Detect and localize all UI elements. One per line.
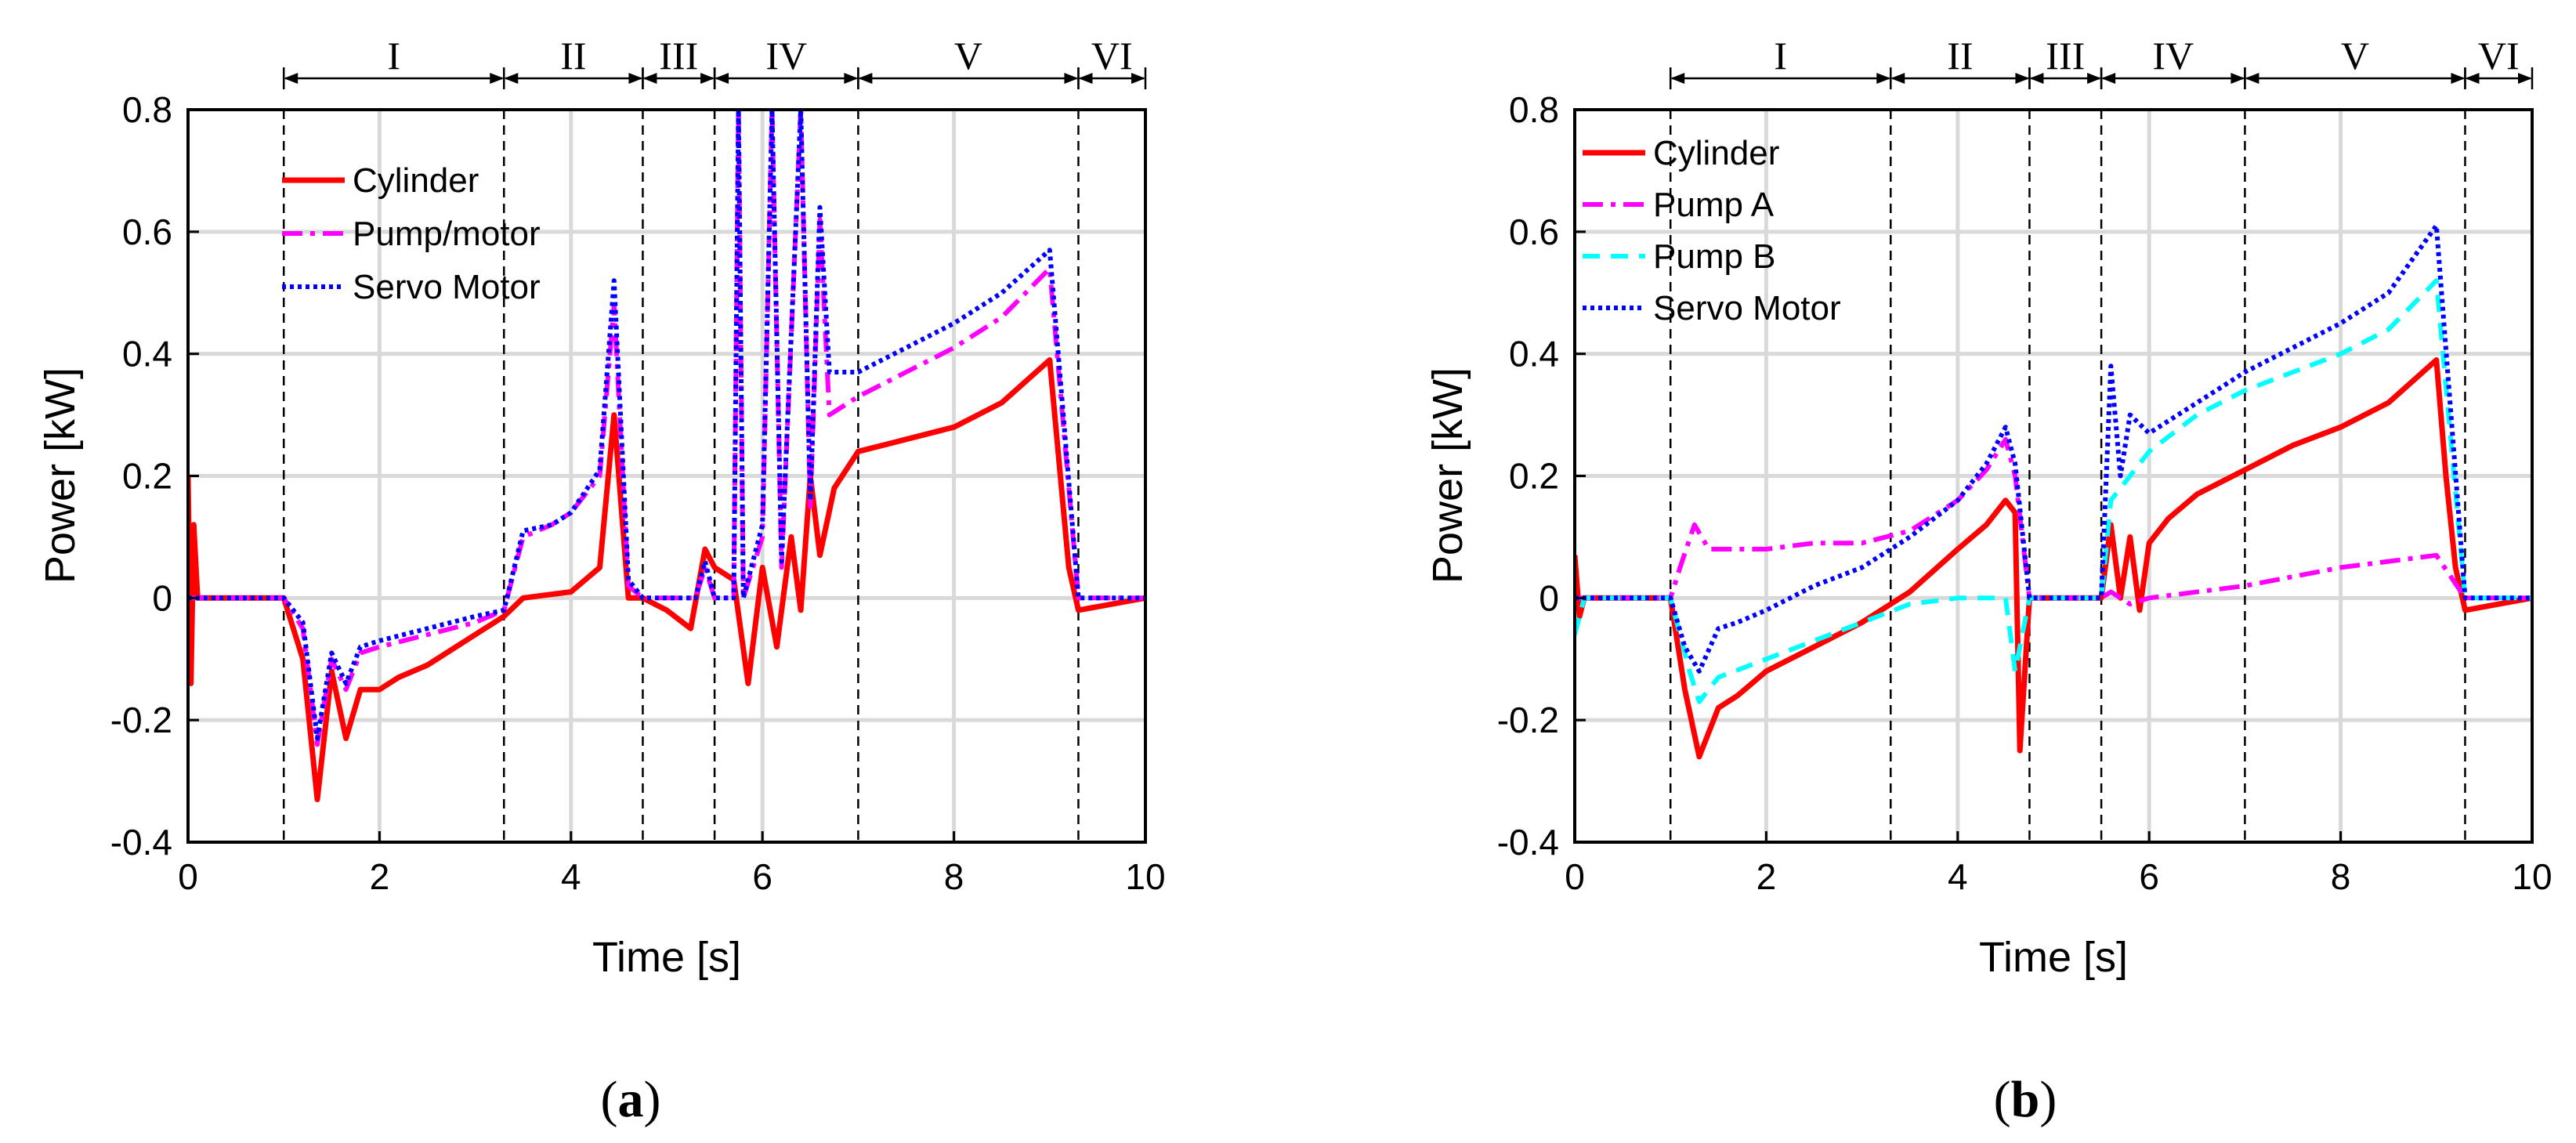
panel-a-phase-label-3: III (659, 34, 698, 78)
panel-a-phase-arrow-2: II (503, 34, 644, 89)
panel-b-legend-label-1: Cylinder (1653, 134, 1779, 172)
panel-b-ticks: 0 2 4 6 8 10 -0.4 -0.2 0 0.2 0.4 0.6 0.8 (1497, 89, 2552, 897)
panel-a-x-tick-label-5: 10 (1125, 856, 1165, 897)
panel-a-phase-label-2: II (560, 34, 586, 78)
panel-b-label-close: ) (2039, 1071, 2057, 1128)
panel-b-phase-label-2: II (1947, 34, 1973, 78)
panel-a-legend: Cylinder Pump/motor Servo Motor (282, 161, 541, 306)
panel-b-series-cylinder (1575, 357, 2532, 760)
panel-b-x-tick-label-0: 0 (1565, 856, 1585, 897)
panel-b-y-tick-label-6: 0.8 (1509, 89, 1559, 130)
panel-b-label-letter: b (2011, 1071, 2040, 1128)
panel-b-series-pump-a (1575, 436, 2532, 607)
panel-b-x-tick-label-2: 4 (1948, 856, 1968, 897)
panel-a-ticks: 0 2 4 6 8 10 -0.4 -0.2 0 0.2 0.4 0.6 0.8 (110, 89, 1166, 897)
panel-b-legend: Cylinder Pump A Pump B Servo Motor (1583, 134, 1841, 327)
panel-a-phase-arrows: I II III IV V VI (282, 34, 1147, 89)
panel-a-series-pump-motor (188, 110, 1145, 747)
panel-b-phase-arrow-6: VI (2464, 34, 2534, 89)
panel-a-phase-arrow-5: V (857, 34, 1080, 89)
panel-b-phase-label-3: III (2046, 34, 2085, 78)
panel-a-legend-label-1: Cylinder (353, 161, 479, 200)
panel-b-legend-item-1: Cylinder (1583, 134, 1779, 172)
panel-a-label-letter: a (618, 1071, 644, 1128)
panel-b-y-tick-label-4: 0.4 (1509, 334, 1559, 374)
panel-b-phase-label-4: IV (2152, 34, 2194, 78)
panel-b-legend-label-4: Servo Motor (1653, 289, 1841, 327)
panel-b-phase-arrow-3: III (2028, 34, 2103, 89)
panel-a-y-tick-label-0: -0.4 (110, 822, 172, 863)
panel-a-y-axis-title: Power [kW] (37, 367, 84, 584)
panel-b-series (1575, 223, 2532, 760)
panel-b-phase-arrow-4: IV (2100, 34, 2246, 89)
panel-b-legend-label-3: Pump B (1653, 237, 1776, 276)
panel-a-legend-item-1: Cylinder (282, 161, 479, 200)
panel-b-series-pump-b (1575, 278, 2532, 704)
panel-b-y-tick-label-5: 0.6 (1509, 212, 1559, 252)
panel-b-y-tick-label-0: -0.4 (1497, 822, 1559, 863)
panel-a-phase-arrow-3: III (642, 34, 716, 89)
panel-b-label: (b) (1994, 1071, 2057, 1128)
panel-b-y-axis-title: Power [kW] (1424, 367, 1471, 584)
panel-a-x-axis-title: Time [s] (592, 934, 741, 981)
panel-b-x-tick-label-3: 6 (2139, 856, 2159, 897)
panel-b-phase-label-6: VI (2478, 34, 2520, 78)
panel-a-phase-arrow-1: I (282, 34, 505, 89)
panel-b-phase-arrow-2: II (1890, 34, 2031, 89)
panel-a-y-tick-label-2: 0 (152, 577, 172, 618)
panel-a-grid (188, 110, 1145, 842)
panel-a-series-servo-motor (188, 110, 1145, 741)
panel-b-x-axis-title: Time [s] (1979, 934, 2128, 981)
panel-b-y-tick-label-2: 0 (1539, 577, 1559, 618)
panel-a-x-tick-label-0: 0 (178, 856, 198, 897)
panel-a-legend-label-2: Pump/motor (353, 215, 541, 253)
panel-a-y-tick-label-6: 0.8 (122, 89, 172, 130)
panel-b-x-tick-label-4: 8 (2331, 856, 2351, 897)
panel-b-y-tick-label-3: 0.2 (1509, 456, 1559, 497)
panel-b-legend-item-2: Pump A (1583, 186, 1775, 224)
panel-b-x-tick-label-1: 2 (1757, 856, 1777, 897)
panel-a-phase-arrow-4: IV (713, 34, 859, 89)
panel-b-chart: 0 2 4 6 8 10-0.4-0.200.20.40.60.8 I II III IV V VI… (1424, 34, 2552, 1128)
panel-a-x-tick-label-2: 4 (561, 856, 581, 897)
panel-a-legend-item-3: Servo Motor (282, 268, 541, 306)
panel-a-chart: 0 2 4 6 8 10-0.4-0.200.20.40.60.8 I II III IV V VI… (37, 34, 1166, 1128)
panel-b-legend-item-3: Pump B (1583, 237, 1776, 276)
panel-a-phase-arrow-6: VI (1077, 34, 1147, 89)
panel-a-x-tick-label-4: 8 (944, 856, 964, 897)
panel-b-phase-arrows: I II III IV V VI (1669, 34, 2534, 89)
panel-b-phase-label-5: V (2341, 34, 2369, 78)
panel-b-legend-item-4: Servo Motor (1583, 289, 1841, 327)
panel-a-y-tick-label-1: -0.2 (110, 700, 172, 740)
panel-a-series-cylinder (188, 357, 1145, 802)
panel-b-phase-arrow-5: V (2244, 34, 2466, 89)
panel-a-y-tick-label-3: 0.2 (122, 456, 172, 497)
panel-a-legend-label-3: Servo Motor (353, 268, 541, 306)
panel-a-phase-label-4: IV (765, 34, 807, 78)
panel-a-phase-label-6: VI (1091, 34, 1133, 78)
panel-a-label-close: ) (644, 1071, 661, 1128)
panel-a-label: (a) (601, 1071, 661, 1128)
panel-b-grid (1575, 110, 2532, 842)
panel-a-y-tick-label-4: 0.4 (122, 334, 172, 374)
panel-a-phase-label-1: I (387, 34, 400, 78)
panel-b-label-open: ( (1994, 1071, 2011, 1128)
panel-a-legend-item-2: Pump/motor (282, 215, 541, 253)
panel-a-x-tick-label-3: 6 (752, 856, 772, 897)
panel-b-y-tick-label-1: -0.2 (1497, 700, 1559, 740)
panel-a-label-open: ( (601, 1071, 618, 1128)
panel-a-x-tick-label-1: 2 (370, 856, 390, 897)
panel-a-y-tick-label-5: 0.6 (122, 212, 172, 252)
panel-b-series-servo-motor (1575, 223, 2532, 674)
panel-b-phase-arrow-1: I (1669, 34, 1892, 89)
panel-b-legend-label-2: Pump A (1653, 186, 1775, 224)
panel-a-phase-label-5: V (954, 34, 982, 78)
panel-b-phase-label-1: I (1774, 34, 1787, 78)
panel-b-x-tick-label-5: 10 (2512, 856, 2552, 897)
panel-a-series (188, 110, 1145, 802)
